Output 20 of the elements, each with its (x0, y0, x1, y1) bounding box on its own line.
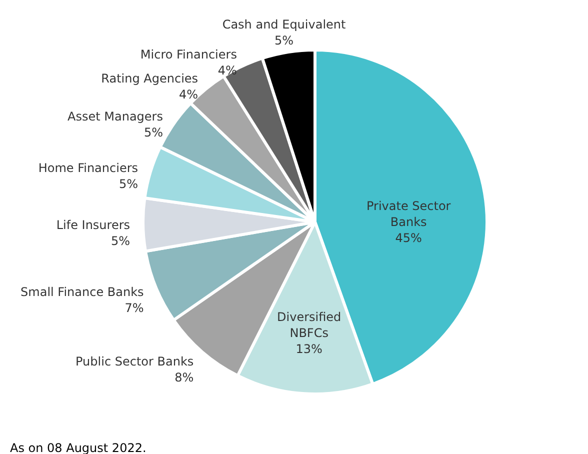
data-label: 5% (144, 126, 163, 140)
slice-label: Micro Financiers (140, 47, 237, 62)
data-label: 4% (218, 63, 237, 78)
slice-label: Small Finance Banks (20, 285, 144, 300)
data-label: 8% (174, 370, 194, 385)
slice-label: Private Sector Banks (366, 198, 451, 229)
data-label: 45% (395, 230, 422, 245)
data-label: 5% (110, 234, 130, 248)
slice-label: Home Financiers (38, 161, 138, 176)
slice-label: Life Insurers (56, 218, 130, 232)
data-label: 13% (296, 342, 322, 356)
slice-label: Diversified NBFCs (277, 310, 342, 340)
slice-label: Public Sector Banks (76, 354, 194, 369)
data-label: 7% (124, 301, 144, 316)
slice-label: Rating Agencies (101, 72, 198, 86)
data-label: 4% (179, 88, 198, 102)
slice-label: Asset Managers (68, 110, 163, 124)
slice-label: Cash and Equivalent (222, 17, 346, 32)
data-label: 5% (118, 177, 138, 192)
data-label: 5% (274, 33, 294, 48)
